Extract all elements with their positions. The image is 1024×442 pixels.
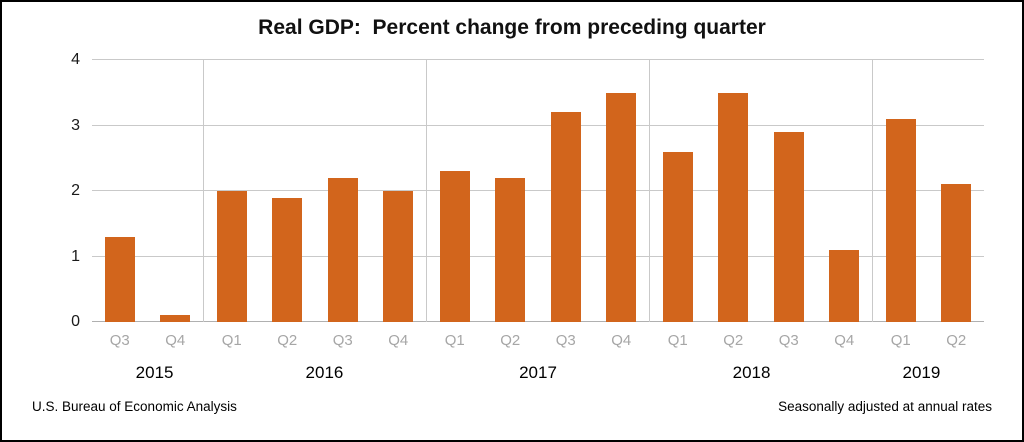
bar-slot: [260, 60, 316, 322]
gridline: [92, 190, 984, 191]
bar-2017-Q4: [606, 92, 637, 322]
year-label: 2019: [902, 363, 941, 382]
bar-2018-Q1: [662, 151, 693, 322]
bar-slot: [204, 60, 260, 322]
bar-slot: [538, 60, 594, 322]
quarter-labels: Q3 Q4 Q1 Q2 Q3 Q4 Q1 Q2 Q3 Q4 Q1 Q2 Q3 Q4 Q1 Q2: [92, 332, 984, 349]
year-group-2017: [427, 60, 650, 322]
bar-2017-Q3: [550, 112, 581, 322]
bar-2019-Q2: [941, 184, 972, 322]
gridline: [92, 59, 984, 60]
plot-area: 0 1 2 3 4: [71, 52, 984, 330]
quarter-label: Q2: [723, 332, 744, 349]
year-group-2016: [204, 60, 427, 322]
quarter-label: Q2: [946, 332, 967, 349]
year-label: 2015: [135, 363, 174, 382]
bar-2018-Q3: [773, 132, 804, 322]
quarter-label: Q3: [778, 332, 799, 349]
quarter-label-group-2015: Q3 Q4: [92, 332, 204, 349]
quarter-label: Q1: [444, 332, 465, 349]
y-tick-label: 0: [71, 313, 80, 330]
bar-slot: [873, 60, 929, 322]
year-label-group: 2017: [432, 363, 646, 383]
bar-2016-Q4: [383, 191, 414, 322]
source-text: U.S. Bureau of Economic Analysis: [32, 399, 237, 414]
y-tick-label: 2: [71, 182, 80, 199]
y-tick-label: 1: [71, 247, 80, 265]
year-label: 2018: [732, 363, 771, 382]
quarter-label: Q1: [221, 332, 242, 349]
bar-2019-Q1: [885, 118, 916, 322]
year-labels: 2015 2016 2017 2018 2019: [92, 363, 984, 383]
year-label: 2016: [305, 363, 344, 382]
bar-slot: [929, 60, 985, 322]
bar-2017-Q1: [439, 171, 470, 322]
year-label-group: 2019: [859, 363, 984, 383]
y-tick-label: 3: [71, 116, 80, 134]
quarter-label: Q4: [834, 332, 855, 349]
y-tick-label: 4: [71, 51, 80, 68]
bar-groups: [92, 60, 984, 322]
adjustment-note: Seasonally adjusted at annual rates: [778, 399, 992, 414]
quarter-label: Q3: [332, 332, 353, 349]
bar-2016-Q1: [216, 191, 247, 322]
bar-2017-Q2: [495, 177, 526, 322]
quarter-label: Q4: [165, 332, 186, 349]
bar-2015-Q3: [104, 236, 135, 322]
quarter-label: Q4: [388, 332, 409, 349]
year-group-2015: [92, 60, 204, 322]
quarter-label: Q3: [555, 332, 576, 349]
bar-2018-Q4: [829, 249, 860, 322]
bar-slot: [371, 60, 427, 322]
year-label-group: 2015: [92, 363, 218, 383]
bar-slot: [706, 60, 762, 322]
bar-2016-Q2: [272, 197, 303, 322]
gridline: [92, 255, 984, 257]
quarter-label: Q1: [667, 332, 688, 349]
quarter-label-group-2017: Q1 Q2 Q3 Q4: [427, 332, 650, 349]
bar-slot: [148, 60, 204, 322]
year-label: 2017: [519, 363, 557, 382]
bar-slot: [315, 60, 371, 322]
bar-slot: [650, 60, 706, 322]
bar-slot: [761, 60, 817, 322]
quarter-label: Q2: [500, 332, 521, 349]
bar-slot: [92, 60, 148, 322]
quarter-label: Q2: [277, 332, 298, 349]
bar-2016-Q3: [327, 177, 358, 322]
quarter-label: Q1: [890, 332, 911, 349]
gridline: [92, 321, 984, 322]
year-label-group: 2016: [218, 363, 432, 383]
year-group-2019: [873, 60, 984, 322]
bar-slot: [594, 60, 650, 322]
quarter-label-group-2016: Q1 Q2 Q3 Q4: [204, 332, 427, 349]
quarter-label: Q3: [109, 332, 130, 349]
bar-2015-Q4: [160, 315, 191, 322]
chart-title: Real GDP: Percent change from preceding …: [258, 16, 766, 39]
quarter-label-group-2018: Q1 Q2 Q3 Q4: [650, 332, 873, 349]
quarter-label-group-2019: Q1 Q2: [873, 332, 984, 349]
bar-slot: [483, 60, 539, 322]
year-label-group: 2018: [645, 363, 859, 383]
bar-2018-Q2: [718, 92, 749, 322]
quarter-label: Q4: [611, 332, 632, 349]
year-group-2018: [650, 60, 873, 322]
chart-footer: U.S. Bureau of Economic Analysis Seasona…: [32, 399, 992, 414]
gridline: [92, 124, 984, 126]
bar-slot: [817, 60, 873, 322]
bar-slot: [427, 60, 483, 322]
